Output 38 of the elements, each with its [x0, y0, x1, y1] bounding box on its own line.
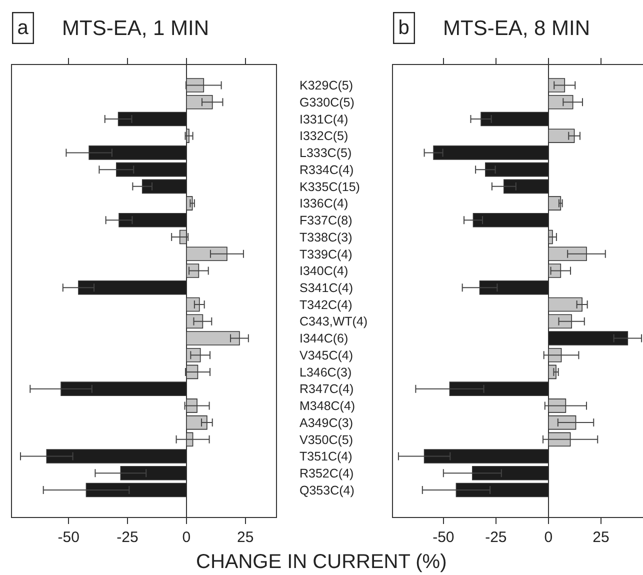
- text: a: [17, 17, 30, 40]
- y-tick-label: C343,WT(4): [300, 314, 368, 329]
- x-axis-title: CHANGE IN CURRENT (%): [196, 551, 447, 573]
- y-tick-label: V345C(4): [300, 348, 353, 362]
- y-tick-label: A349C(3): [300, 416, 353, 430]
- chart-title: MTS-EA, 1 MIN: [62, 17, 210, 40]
- x-tick-label: 25: [237, 529, 254, 546]
- y-tick-label: L333C(5): [300, 146, 352, 160]
- chart-title: MTS-EA, 8 MIN: [443, 17, 590, 40]
- y-tick-label: T342C(4): [300, 298, 352, 312]
- y-tick-label: L346C(3): [300, 365, 352, 380]
- y-tick-label: S341C(4): [300, 281, 353, 296]
- y-tick-label: I344C(6): [300, 332, 348, 346]
- x-tick-label: -25: [116, 529, 138, 546]
- y-tick-label: G330C(5): [300, 95, 354, 110]
- y-tick-label: M348C(4): [300, 399, 356, 414]
- y-tick-label: K329C(5): [300, 78, 353, 93]
- text: b: [398, 17, 410, 40]
- y-tick-label: V350C(5): [300, 432, 353, 447]
- x-tick-label: -50: [432, 529, 454, 546]
- y-tick-label: R334C(4): [300, 162, 354, 177]
- y-tick-label: K335C(15): [300, 180, 360, 194]
- x-tick-label: -25: [485, 529, 507, 546]
- y-tick-label: Q353C(4): [300, 483, 354, 498]
- y-tick-label: I336C(4): [300, 196, 348, 211]
- y-tick-label: I331C(4): [300, 112, 348, 126]
- y-tick-label: R347C(4): [300, 382, 354, 396]
- x-tick-label: 0: [182, 529, 191, 546]
- x-tick-label: -50: [58, 529, 80, 546]
- y-tick-label: T338C(3): [300, 230, 352, 244]
- y-tick-label: F337C(8): [300, 214, 352, 228]
- x-tick-label: 25: [592, 529, 610, 546]
- y-tick-label: R352C(4): [300, 466, 354, 481]
- y-tick-label: T351C(4): [300, 450, 352, 464]
- y-tick-label: I332C(5): [300, 129, 348, 144]
- y-tick-label: T339C(4): [300, 247, 352, 262]
- x-tick-label: 0: [544, 529, 553, 546]
- y-tick-label: I340C(4): [300, 264, 348, 278]
